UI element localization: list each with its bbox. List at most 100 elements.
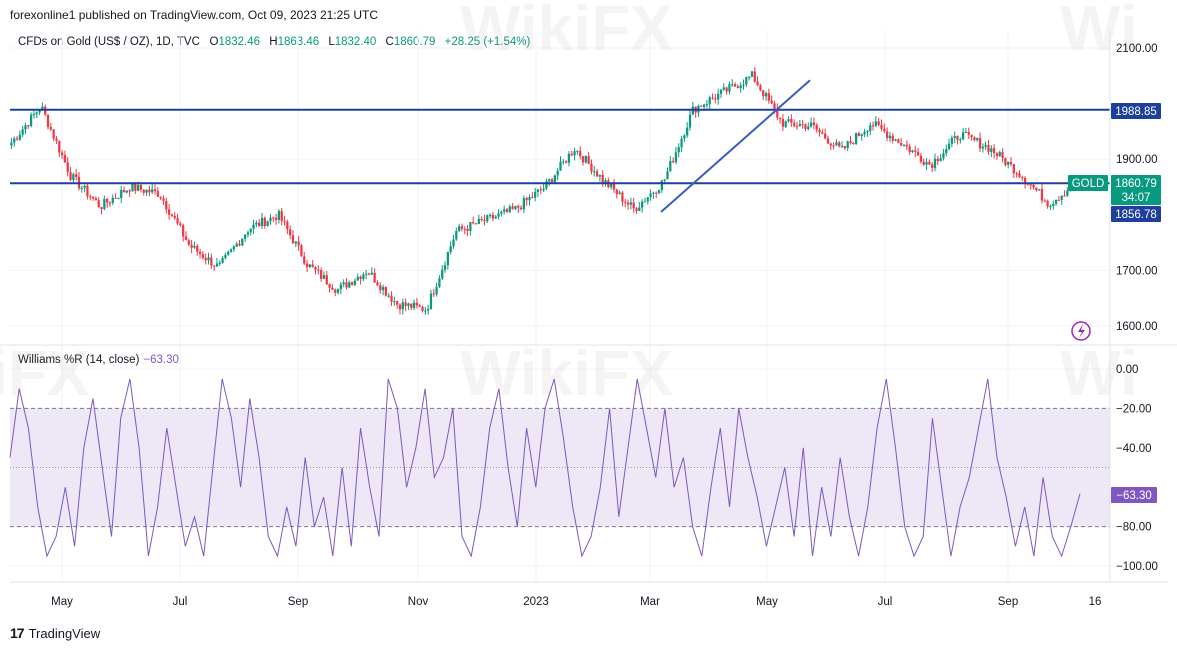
candle	[396, 300, 399, 309]
candle	[393, 296, 396, 306]
candle	[97, 197, 100, 209]
candle	[922, 158, 925, 166]
candle	[1029, 183, 1032, 190]
candle	[624, 199, 627, 208]
candle	[652, 191, 655, 199]
candle	[469, 221, 472, 236]
candle	[252, 219, 255, 235]
candle	[798, 120, 801, 127]
candle	[359, 275, 362, 285]
candle	[576, 150, 579, 155]
candle	[855, 132, 858, 145]
candle	[655, 191, 658, 199]
candle	[1049, 204, 1052, 211]
candle	[258, 219, 261, 227]
indicator-name[interactable]: Williams %R (14, close)	[18, 354, 140, 366]
time-tick: May	[51, 596, 73, 608]
candle	[992, 144, 996, 159]
candle	[731, 79, 734, 87]
candle	[660, 179, 663, 193]
candle	[742, 79, 745, 90]
candle	[725, 86, 728, 95]
candle	[505, 207, 509, 214]
candle	[441, 265, 444, 280]
williams-axis[interactable]: 0.00 −20.00 −40.00 −80.00 −100.00	[1116, 364, 1158, 573]
candle	[897, 138, 900, 144]
trendline[interactable]	[660, 79, 811, 213]
candle	[460, 223, 464, 232]
candle	[519, 205, 523, 211]
candle	[291, 229, 295, 244]
candle	[151, 184, 154, 195]
candle	[418, 303, 421, 308]
price-tick: 2100.00	[1116, 43, 1158, 55]
candle	[320, 267, 323, 282]
williams-tick: 0.00	[1116, 364, 1138, 376]
support-price-text: 1856.78	[1115, 209, 1157, 221]
candle	[156, 187, 159, 197]
candle	[1035, 187, 1038, 192]
candle	[612, 178, 616, 193]
candle	[584, 155, 587, 164]
williams-value-text: −63.30	[1116, 490, 1152, 502]
candle	[117, 197, 120, 200]
candle	[638, 202, 641, 212]
candle	[671, 157, 675, 164]
candle	[311, 260, 314, 268]
candle	[308, 263, 312, 269]
candle	[286, 219, 289, 235]
last-price-text: 1860.79	[1115, 178, 1157, 190]
candle	[778, 117, 782, 124]
candle	[970, 134, 973, 141]
candle	[581, 156, 585, 166]
candle	[705, 99, 709, 109]
candle	[973, 136, 976, 142]
candle	[86, 182, 89, 200]
candle	[125, 190, 128, 194]
time-tick: Jul	[878, 596, 893, 608]
candle	[480, 216, 483, 222]
countdown-text: 34:07	[1122, 192, 1151, 204]
symbol-name[interactable]: CFDs on Gold (US$ / OZ), 1D, TVC	[18, 36, 200, 48]
candle	[801, 119, 804, 129]
candle	[863, 128, 866, 138]
candle	[370, 267, 373, 276]
candle	[764, 91, 768, 101]
candle	[939, 153, 942, 162]
candle	[472, 216, 475, 225]
candle	[621, 191, 624, 207]
williams-tick: −80.00	[1116, 522, 1152, 534]
candle	[826, 135, 830, 144]
candle	[373, 268, 376, 283]
candle	[832, 142, 835, 150]
candle	[106, 197, 109, 208]
candle	[503, 205, 506, 215]
resistance-price-text: 1988.85	[1115, 106, 1157, 118]
candle	[325, 271, 328, 286]
price-axis[interactable]: 2100.00 1900.00 1700.00 1600.00	[1116, 43, 1158, 333]
svg-text:Wi: Wi	[1060, 337, 1138, 409]
tradingview-logo-icon[interactable]: 17	[10, 625, 25, 641]
williams-tick: −100.00	[1116, 561, 1158, 573]
time-axis[interactable]: May Jul Sep Nov 2023 Mar May Jul Sep 16	[51, 596, 1101, 608]
candle	[883, 123, 886, 134]
lightning-icon[interactable]	[1071, 321, 1091, 341]
candle	[990, 145, 993, 158]
candle	[933, 153, 937, 172]
candle	[432, 288, 435, 297]
candle	[483, 214, 486, 226]
candle	[108, 201, 112, 207]
candle	[91, 196, 95, 201]
candle	[500, 210, 503, 217]
candle	[167, 203, 171, 220]
candle	[936, 156, 939, 166]
gold-label-text: GOLD	[1072, 178, 1105, 190]
candle	[787, 116, 790, 123]
candle	[477, 214, 480, 225]
candle	[694, 106, 697, 118]
candle	[331, 284, 334, 290]
candle	[289, 225, 292, 240]
candle	[300, 243, 303, 257]
candle	[657, 189, 661, 195]
